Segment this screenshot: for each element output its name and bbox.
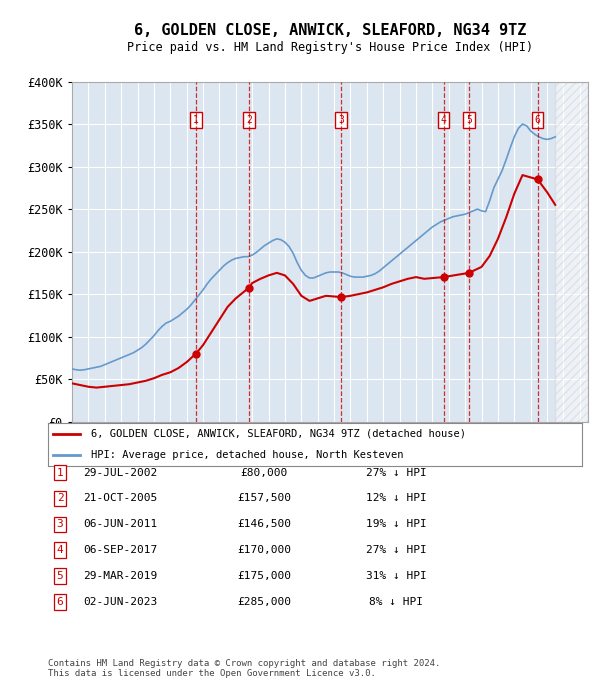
Text: 3: 3 [56, 520, 64, 529]
Text: 06-SEP-2017: 06-SEP-2017 [83, 545, 157, 555]
Text: 8% ↓ HPI: 8% ↓ HPI [369, 597, 423, 607]
Text: 12% ↓ HPI: 12% ↓ HPI [365, 494, 427, 503]
Text: 1: 1 [56, 468, 64, 477]
Text: 4: 4 [56, 545, 64, 555]
Text: £80,000: £80,000 [241, 468, 287, 477]
Text: 6, GOLDEN CLOSE, ANWICK, SLEAFORD, NG34 9TZ (detached house): 6, GOLDEN CLOSE, ANWICK, SLEAFORD, NG34 … [91, 428, 466, 439]
Text: This data is licensed under the Open Government Licence v3.0.: This data is licensed under the Open Gov… [48, 668, 376, 678]
Text: 19% ↓ HPI: 19% ↓ HPI [365, 520, 427, 529]
Text: 2: 2 [56, 494, 64, 503]
Text: 31% ↓ HPI: 31% ↓ HPI [365, 571, 427, 581]
Text: 6: 6 [56, 597, 64, 607]
Text: 4: 4 [440, 115, 446, 125]
Text: 29-JUL-2002: 29-JUL-2002 [83, 468, 157, 477]
Text: 2: 2 [246, 115, 252, 125]
Text: 5: 5 [56, 571, 64, 581]
Text: 27% ↓ HPI: 27% ↓ HPI [365, 545, 427, 555]
Text: 29-MAR-2019: 29-MAR-2019 [83, 571, 157, 581]
Text: 3: 3 [338, 115, 344, 125]
Text: Contains HM Land Registry data © Crown copyright and database right 2024.: Contains HM Land Registry data © Crown c… [48, 658, 440, 668]
Text: 27% ↓ HPI: 27% ↓ HPI [365, 468, 427, 477]
Text: 06-JUN-2011: 06-JUN-2011 [83, 520, 157, 529]
Text: £285,000: £285,000 [237, 597, 291, 607]
Text: £175,000: £175,000 [237, 571, 291, 581]
Text: 6, GOLDEN CLOSE, ANWICK, SLEAFORD, NG34 9TZ: 6, GOLDEN CLOSE, ANWICK, SLEAFORD, NG34 … [134, 23, 526, 38]
Text: £157,500: £157,500 [237, 494, 291, 503]
Text: 6: 6 [535, 115, 541, 125]
Text: 5: 5 [466, 115, 472, 125]
Text: £170,000: £170,000 [237, 545, 291, 555]
Text: Price paid vs. HM Land Registry's House Price Index (HPI): Price paid vs. HM Land Registry's House … [127, 41, 533, 54]
Text: 1: 1 [193, 115, 199, 125]
Text: HPI: Average price, detached house, North Kesteven: HPI: Average price, detached house, Nort… [91, 450, 403, 460]
Bar [555, 82, 588, 422]
Text: £146,500: £146,500 [237, 520, 291, 529]
Text: 02-JUN-2023: 02-JUN-2023 [83, 597, 157, 607]
Text: 21-OCT-2005: 21-OCT-2005 [83, 494, 157, 503]
